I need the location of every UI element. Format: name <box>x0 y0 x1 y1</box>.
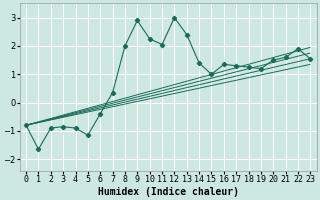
X-axis label: Humidex (Indice chaleur): Humidex (Indice chaleur) <box>98 186 239 197</box>
